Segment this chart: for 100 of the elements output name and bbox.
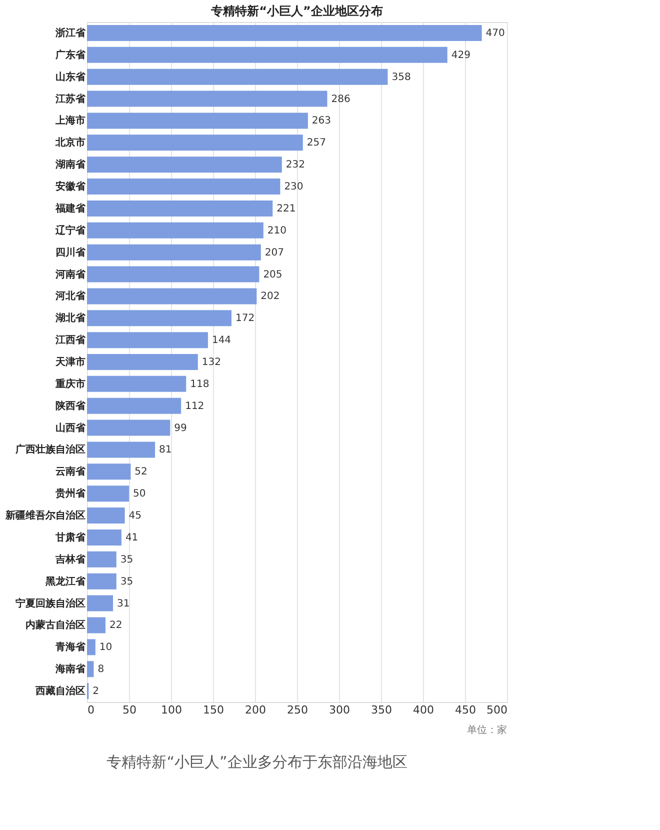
bar [87,639,96,656]
x-tick-label: 150 [203,704,224,716]
y-tick-label: 湖北省 [54,312,86,324]
bar [87,595,114,612]
data-label: 31 [117,598,130,610]
y-tick-label: 广西壮族自治区 [14,444,86,456]
y-tick-label: 云南省 [56,466,86,478]
bar [87,464,131,480]
y-tick-label: 重庆市 [54,378,86,390]
y-tick-label: 贵州省 [54,488,86,500]
bar [87,354,198,370]
y-tick-label: 江西省 [54,334,86,346]
data-label: 81 [159,444,172,456]
y-tick-label: 吉林省 [54,553,86,566]
data-label: 205 [263,269,282,280]
bar [87,24,482,41]
data-label: 35 [120,576,134,588]
data-label: 50 [133,488,146,500]
data-label: 286 [331,94,350,105]
y-tick-label: 江苏省 [54,92,86,105]
data-label: 210 [267,225,286,236]
data-label: 118 [190,378,210,390]
bar [87,266,260,282]
bar [87,661,94,678]
bar [87,420,170,436]
y-tick-label: 山东省 [56,70,86,83]
bar [87,46,448,63]
x-tick-label: 450 [455,704,476,716]
bar [87,376,186,392]
data-label: 99 [174,422,187,434]
bar [87,508,125,524]
data-label: 429 [451,50,470,61]
bar [87,486,129,502]
x-tick-label: 200 [245,704,266,716]
data-label: 144 [212,335,232,346]
y-tick-label: 陕西省 [56,400,86,412]
bar [87,617,106,634]
bar [87,551,116,568]
bar [87,244,261,260]
data-label: 10 [99,642,112,654]
data-label: 257 [306,138,326,149]
chart-title: 专精特新“小巨人”企业地区分布 [210,4,383,18]
y-tick-label: 安徽省 [56,180,86,193]
bar [87,200,273,216]
data-label: 358 [392,72,411,83]
bar [87,529,122,546]
y-tick-label: 黑龙江省 [44,575,86,588]
bar [87,178,280,195]
data-label: 45 [128,510,142,522]
bar [87,332,208,348]
data-label: 202 [260,291,280,302]
data-label: 41 [125,532,138,544]
data-label: 221 [276,203,296,214]
data-label: 2 [92,686,100,698]
y-tick-label: 宁夏回族自治区 [16,597,86,610]
data-label: 232 [286,160,305,171]
y-tick-label: 北京市 [54,136,86,149]
x-tick-label: 500 [486,704,508,716]
y-tick-label: 河北省 [54,290,86,302]
x-tick-label: 400 [413,704,434,716]
y-tick-label: 辽宁省 [54,224,86,236]
y-tick-label: 四川省 [56,246,86,258]
bar [87,288,257,304]
data-label: 172 [235,313,255,324]
x-tick-label: 300 [329,704,350,716]
y-tick-label: 内蒙古自治区 [26,619,86,632]
x-tick-label: 100 [161,704,182,716]
y-tick-label: 天津市 [54,356,86,368]
bar [87,442,156,458]
bar [87,68,388,85]
y-tick-label: 广东省 [54,48,86,61]
x-tick-label: 0 [88,704,94,716]
data-label: 52 [134,466,148,478]
data-label: 207 [264,247,284,258]
y-tick-label: 海南省 [54,663,86,676]
data-label: 35 [120,554,134,566]
y-tick-label: 甘肃省 [54,531,86,544]
bar [87,90,328,107]
data-label: 8 [98,664,104,676]
y-tick-label: 河南省 [54,268,86,280]
bar [87,134,303,151]
data-label: 263 [312,116,332,127]
data-label: 470 [486,28,505,39]
x-tick-label: 50 [122,704,136,716]
text: 专精特新“小巨人”企业多分布于东部沿海地区 [106,753,408,771]
text: 单位：家 [467,724,507,736]
y-tick-label: 福建省 [54,202,86,214]
data-label: 112 [185,400,204,412]
x-tick-label: 250 [287,704,308,716]
data-label: 230 [284,182,304,193]
y-tick-label: 上海市 [54,114,86,127]
bar [87,573,116,590]
bar [87,156,282,173]
y-tick-label: 青海省 [54,641,86,654]
y-tick-label: 新疆维吾尔自治区 [4,510,86,522]
data-label: 132 [202,357,221,368]
bar [87,310,232,326]
bar [87,112,308,129]
y-tick-label: 山西省 [56,422,86,434]
y-tick-label: 湖南省 [54,158,86,171]
